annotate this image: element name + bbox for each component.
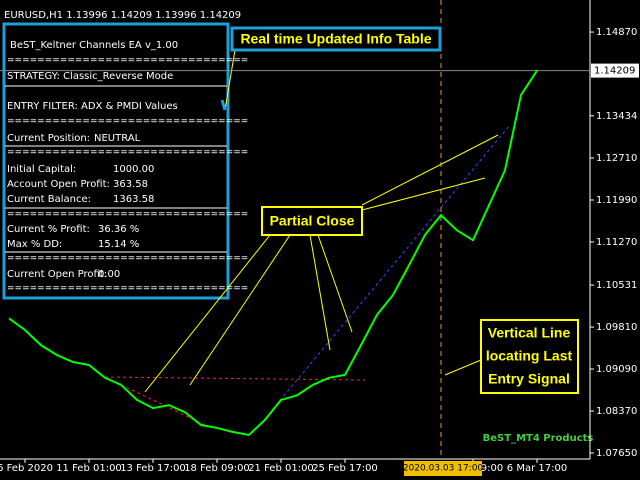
entry-filter: ENTRY FILTER: ADX & PMDI Values (7, 101, 178, 112)
position-value: NEUTRAL (94, 133, 141, 144)
y-tick-label: 1.13434 (596, 111, 637, 122)
vline-label-box (404, 461, 482, 476)
separator: ================================ (7, 117, 248, 127)
annotation: Entry Signal (488, 371, 570, 387)
row-value: 15.14 % (98, 239, 139, 250)
annotation: Vertical Line (488, 325, 571, 341)
x-tick-label: 18 Feb 09:00 (184, 463, 250, 474)
brand: BeST_MT4 Products (483, 433, 594, 444)
x-tick-label: 13 Feb 17:00 (120, 463, 186, 474)
annotation-arrows (144, 49, 499, 393)
y-tick-label: 1.09090 (596, 364, 637, 375)
chart-header: EURUSD,H1 1.13996 1.14209 1.13996 1.1420… (4, 10, 241, 21)
x-tick-label: 6 Feb 2020 (0, 463, 53, 474)
y-tick-label: 1.09810 (596, 322, 637, 333)
row-value: 1363.58 (113, 194, 154, 205)
trend-line (271, 124, 511, 411)
separator: ================================ (7, 148, 248, 158)
row-label: Initial Capital: (7, 164, 76, 175)
separator: ================================ (7, 56, 248, 66)
row-value: 36.36 % (98, 224, 139, 235)
current-price-label: 1.14209 (594, 66, 635, 77)
y-tick-label: 1.14870 (596, 27, 637, 38)
x-tick-label: 6 Mar 17:00 (507, 463, 567, 474)
y-tick-label: 1.11270 (596, 237, 637, 248)
y-tick-label: 1.11990 (596, 195, 637, 206)
separator: ================================ (7, 210, 248, 220)
annotation-box (230, 26, 442, 52)
vline-label: 2020.03.03 17:00 (403, 464, 484, 474)
row-label: Max % DD: (7, 239, 62, 250)
current-price-box (591, 63, 639, 78)
y-tick-label: 1.10531 (596, 280, 637, 291)
annotation: Real time Updated Info Table (240, 31, 431, 47)
row-label: Account Open Profit: (7, 179, 110, 190)
position-label: Current Position: (7, 133, 90, 144)
separator: ================================ (7, 284, 248, 294)
annotation-box (261, 206, 363, 236)
y-tick-label: 1.08370 (596, 406, 637, 417)
trend-line (104, 376, 366, 381)
annotation-box (480, 319, 579, 394)
row-value: 0.00 (98, 269, 120, 280)
price-line (8, 69, 538, 437)
row-label: Current % Profit: (7, 224, 90, 235)
row-label: Current Open Profit: (7, 269, 107, 280)
y-tick-label: 1.07650 (596, 448, 637, 459)
annotation: locating Last (486, 348, 573, 364)
strategy: STRATEGY: Classic_Reverse Mode (7, 71, 173, 82)
arrow-head (220, 99, 227, 111)
x-tick-label: 21 Feb 01:00 (248, 463, 314, 474)
info-table: ================================ ========… (5, 40, 248, 294)
x-tick-label: 11 Feb 01:00 (56, 463, 122, 474)
row-value: 363.58 (113, 179, 148, 190)
row-label: Current Balance: (7, 194, 91, 205)
y-tick-label: 1.12710 (596, 153, 637, 164)
x-tick-label: 25 Feb 17:00 (312, 463, 378, 474)
annotation: Partial Close (270, 213, 355, 229)
row-value: 1000.00 (113, 164, 154, 175)
separator: ================================ (7, 254, 248, 264)
table-title: BeST_Keltner Channels EA v_1.00 (10, 40, 178, 51)
